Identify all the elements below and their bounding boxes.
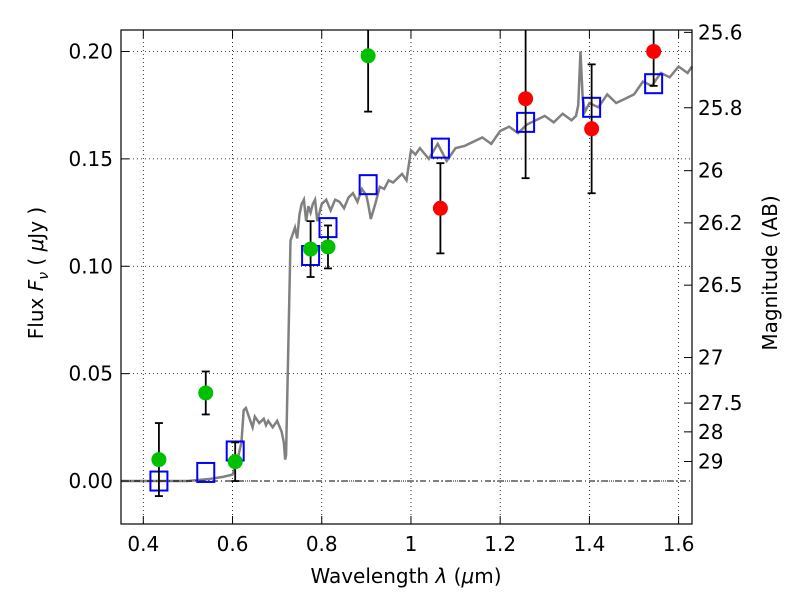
- observed-flux-point: [198, 385, 214, 401]
- magnitude-tick-label: 25.6: [698, 20, 743, 44]
- magnitude-tick-label: 27: [698, 346, 723, 370]
- x-axis-label: Wavelength λ (μm): [310, 564, 501, 588]
- y-axis-label-part: (: [24, 251, 48, 272]
- observed-flux-point: [584, 121, 600, 137]
- axis-ticks: 0.4 0.6 0.8 1 1.2 1.4 1.6 0.00 0.05 0.10 0.15 0.20 2…: [68, 20, 742, 556]
- observed-flux-point: [646, 43, 662, 59]
- observed-flux-point: [432, 200, 448, 216]
- magnitude-axis-label: Magnitude (AB): [758, 195, 782, 350]
- x-axis-label-part: μ: [460, 564, 474, 588]
- magnitude-tick-label: 26.5: [698, 273, 743, 297]
- observed-flux-point: [151, 452, 167, 468]
- x-tick-label: 1.6: [663, 532, 695, 556]
- magnitude-tick-label: 26.2: [698, 211, 743, 235]
- magnitude-tick-label: 29: [698, 449, 723, 473]
- x-axis-label-part: (: [447, 564, 461, 588]
- y-tick-label: 0.00: [68, 469, 113, 493]
- model-flux-square: [358, 174, 378, 196]
- x-tick-label: 1.2: [484, 532, 516, 556]
- x-tick-label: 1.4: [573, 532, 605, 556]
- observed-flux-point: [518, 91, 534, 107]
- observed-flux-point: [227, 454, 243, 470]
- plot-frame: [120, 29, 693, 525]
- x-tick-label: 1: [405, 532, 418, 556]
- y-axis-label-part: Flux: [24, 291, 48, 339]
- magnitude-tick-label: 28: [698, 420, 723, 444]
- x-tick-label: 0.6: [217, 532, 249, 556]
- x-tick-label: 0.4: [127, 532, 159, 556]
- y-axis-label-part: F: [24, 279, 48, 291]
- observed-flux-point: [303, 241, 319, 257]
- x-tick-label: 0.8: [306, 532, 338, 556]
- grid: [121, 30, 692, 524]
- magnitude-tick-label: 25.8: [698, 96, 743, 120]
- y-axis-label-part: μ: [24, 239, 48, 253]
- observed-flux-point: [360, 48, 376, 64]
- magnitude-tick-label: 26: [698, 159, 723, 183]
- model-flux-square: [196, 461, 216, 483]
- x-axis-label-part: λ: [434, 564, 447, 588]
- y-axis-label-part: Jy ): [24, 207, 48, 241]
- y-tick-label: 0.15: [68, 147, 113, 171]
- magnitude-tick-label: 27.5: [698, 391, 743, 415]
- y-tick-label: 0.20: [68, 39, 113, 63]
- x-axis-label-part: m): [474, 564, 501, 588]
- data-markers: [149, 30, 664, 497]
- observed-flux-point: [320, 239, 336, 255]
- y-tick-label: 0.10: [68, 254, 113, 278]
- x-axis-label-part: Wavelength: [310, 564, 435, 588]
- y-tick-label: 0.05: [68, 362, 113, 386]
- y-axis-label-part: ν: [36, 272, 52, 280]
- model-flux-square: [430, 137, 450, 159]
- y-axis-label: Flux Fν ( μJy ): [24, 207, 52, 339]
- template-spectrum-line: [121, 51, 694, 483]
